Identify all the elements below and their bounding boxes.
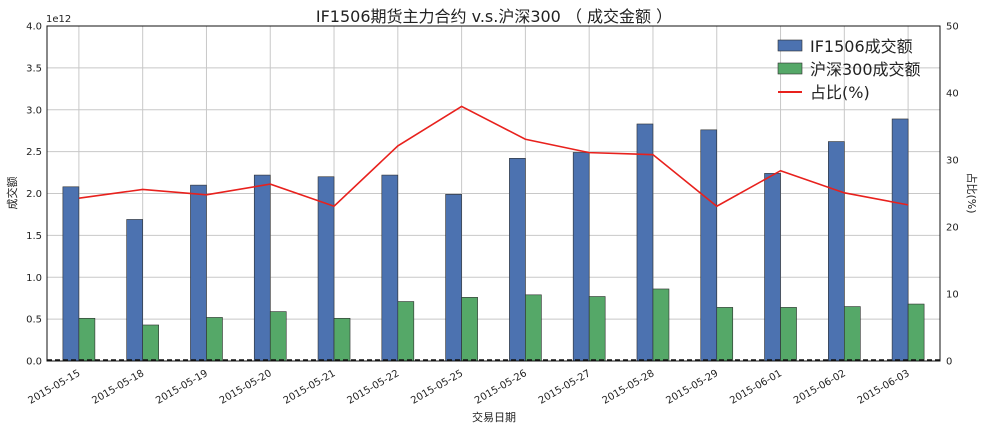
bar-hs300 <box>142 324 159 362</box>
bar-if1506 <box>253 174 271 362</box>
bar-hs300 <box>78 317 96 362</box>
x-axis-label: 交易日期 <box>472 410 516 424</box>
x-tick-label: 2015-05-20 <box>218 368 274 407</box>
legend-label: IF1506成交额 <box>810 37 913 56</box>
tick-labels: 0.0 0.5 1.0 1.5 2.0 2.5 3.0 3.5 4.0 0 10 20 30 40 50 20… <box>26 22 959 407</box>
y2-tick-label: 0 <box>946 357 952 368</box>
y2-axis-label: 占比(%) <box>965 172 979 213</box>
x-tick-label: 2015-05-22 <box>345 368 401 407</box>
plot-frame <box>46 25 941 362</box>
y-tick-label: 3.5 <box>26 63 42 74</box>
bar-if1506 <box>445 194 462 362</box>
y-tick-label: 4.0 <box>26 22 42 33</box>
bar-hs300 <box>844 306 861 362</box>
bar-hs300 <box>716 307 734 362</box>
y2-tick-label: 40 <box>946 89 959 100</box>
x-tick-label: 2015-05-26 <box>473 368 529 407</box>
y2-tick-label: 10 <box>946 290 959 301</box>
y2-tick-label: 30 <box>946 156 959 167</box>
x-tick-label: 2015-05-19 <box>154 368 210 407</box>
x-tick-label: 2015-05-18 <box>90 368 146 407</box>
bar-hs300 <box>588 296 606 362</box>
x-tick-label: 2015-05-21 <box>282 368 338 407</box>
bar-if1506 <box>190 184 207 362</box>
legend-swatch <box>777 62 803 75</box>
y-tick-label: 2.5 <box>26 147 42 158</box>
x-tick-label: 2015-06-03 <box>856 368 912 407</box>
bar-hs300 <box>206 317 223 362</box>
bar-if1506 <box>828 141 845 362</box>
ratio-line <box>78 105 909 208</box>
y2-tick-label: 50 <box>946 22 959 33</box>
bar-hs300 <box>461 297 478 362</box>
x-tick-label: 2015-05-25 <box>409 368 465 407</box>
x-tick-label: 2015-05-15 <box>27 368 83 407</box>
bar-if1506 <box>764 173 781 362</box>
x-tick-label: 2015-06-02 <box>792 368 848 407</box>
legend-swatch <box>777 39 803 52</box>
bar-hs300 <box>269 311 287 362</box>
bar-hs300 <box>780 307 797 362</box>
y-tick-label: 0.0 <box>26 357 42 368</box>
bar-hs300 <box>525 294 542 362</box>
bar-if1506 <box>509 158 526 362</box>
axes <box>46 25 941 362</box>
bar-hs300 <box>333 317 351 362</box>
bar-hs300 <box>907 303 925 362</box>
y-tick-label: 0.5 <box>26 315 42 326</box>
bar-if1506 <box>381 174 399 362</box>
bar-if1506 <box>317 176 335 362</box>
x-tick-label: 2015-05-27 <box>537 368 593 407</box>
bar-if1506 <box>700 129 718 362</box>
bars <box>62 118 925 362</box>
x-tick-label: 2015-06-01 <box>728 368 784 407</box>
legend-label: 沪深300成交额 <box>810 60 921 79</box>
x-tick-label: 2015-05-29 <box>664 368 720 407</box>
y-tick-label: 3.0 <box>26 105 42 116</box>
y-tick-label: 1.0 <box>26 273 42 284</box>
legend-label: 占比(%) <box>810 83 870 102</box>
chart-title: IF1506期货主力合约 v.s.沪深300 （ 成交金额 ） <box>316 7 672 26</box>
y-tick-label: 1.5 <box>26 231 42 242</box>
ratio-line-layer <box>78 105 909 208</box>
y2-tick-label: 20 <box>946 223 959 234</box>
bar-if1506 <box>636 123 654 362</box>
grid <box>47 25 940 362</box>
x-tick-label: 2015-05-28 <box>601 368 657 407</box>
bar-hs300 <box>652 288 670 362</box>
y-axis-multiplier: 1e12 <box>46 14 71 25</box>
y-tick-label: 2.0 <box>26 189 42 200</box>
bar-if1506 <box>126 219 143 362</box>
bar-if1506 <box>62 186 80 362</box>
y-axis-label: 成交额 <box>5 177 19 210</box>
bar-hs300 <box>397 301 415 362</box>
bar-if1506 <box>572 152 590 362</box>
bar-if1506 <box>891 118 909 362</box>
